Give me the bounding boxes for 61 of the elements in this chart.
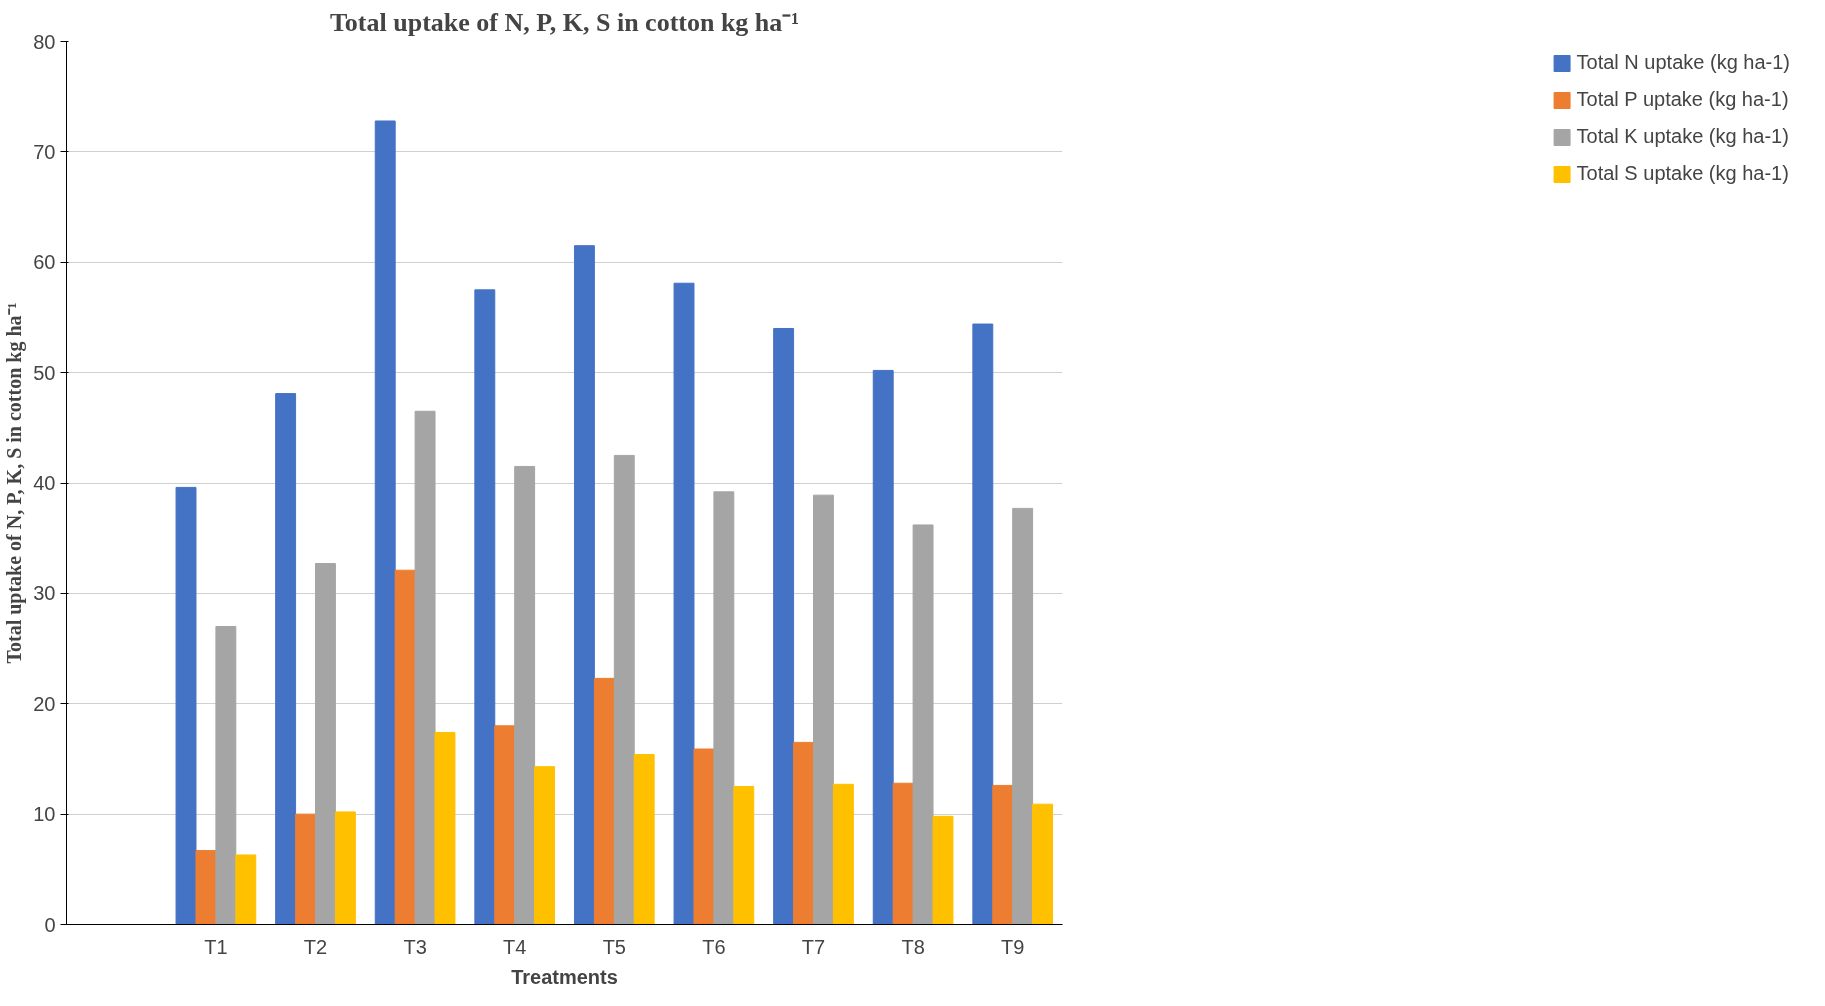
bar	[872, 369, 894, 925]
bar	[195, 850, 217, 925]
x-tick-label: T8	[901, 935, 925, 958]
y-tick-label: 40	[33, 472, 56, 494]
x-tick-label: T9	[1001, 935, 1025, 958]
y-axis-title: Total uptake of N, P, K, S in cotton kg ha⁻¹	[3, 302, 27, 664]
bar	[215, 625, 237, 925]
chart-title: Total uptake of N, P, K, S in cotton kg ha⁻¹	[329, 7, 800, 37]
bar	[1012, 507, 1034, 925]
y-tick-label: 60	[33, 251, 56, 274]
bar	[813, 494, 834, 925]
y-tick-label: 30	[33, 582, 56, 605]
bar	[733, 786, 755, 925]
bar	[593, 677, 615, 925]
bar	[972, 323, 994, 925]
bar	[633, 754, 655, 925]
bar	[414, 410, 436, 925]
legend-label: Total K uptake (kg ha-1)	[1576, 125, 1789, 148]
legend-label: Total P uptake (kg ha-1)	[1576, 88, 1789, 111]
y-tick-label: 10	[33, 803, 56, 826]
y-tick-label: 50	[33, 361, 56, 384]
bar	[434, 731, 456, 925]
bar	[275, 393, 297, 925]
bar	[713, 491, 735, 925]
legend-label: Total N uptake (kg ha-1)	[1576, 51, 1790, 74]
x-tick-label: T1	[204, 935, 228, 958]
bar	[235, 854, 257, 925]
bar	[514, 465, 536, 925]
bar	[613, 454, 635, 925]
y-tick-label: 80	[33, 30, 56, 53]
legend-label: Total S uptake (kg ha-1)	[1576, 162, 1789, 185]
x-tick-label: T4	[503, 935, 527, 958]
bar	[673, 282, 695, 925]
bar	[175, 486, 197, 925]
bar	[295, 813, 316, 925]
y-tick-label: 20	[33, 692, 56, 715]
bar	[892, 782, 914, 925]
x-tick-label: T6	[702, 935, 726, 958]
x-tick-label: T7	[801, 935, 826, 958]
bar	[992, 784, 1014, 925]
bar	[573, 245, 595, 925]
bar	[932, 815, 954, 925]
x-tick-label: T3	[403, 935, 427, 958]
bar	[334, 811, 356, 925]
y-tick-label: 70	[33, 140, 56, 163]
bar	[693, 748, 715, 925]
bar	[394, 569, 416, 925]
x-tick-label: T2	[303, 935, 328, 958]
y-tick-label: 0	[44, 913, 56, 936]
bar	[494, 725, 516, 925]
bar	[1032, 803, 1054, 925]
bar	[832, 783, 854, 925]
bar	[912, 524, 934, 925]
bar	[374, 120, 396, 925]
bar	[534, 766, 556, 925]
bar	[773, 327, 795, 925]
bar	[793, 741, 814, 925]
bar	[474, 289, 496, 925]
bar	[315, 563, 336, 925]
x-tick-label: T5	[602, 935, 626, 958]
x-axis-title: Treatments	[511, 965, 618, 988]
